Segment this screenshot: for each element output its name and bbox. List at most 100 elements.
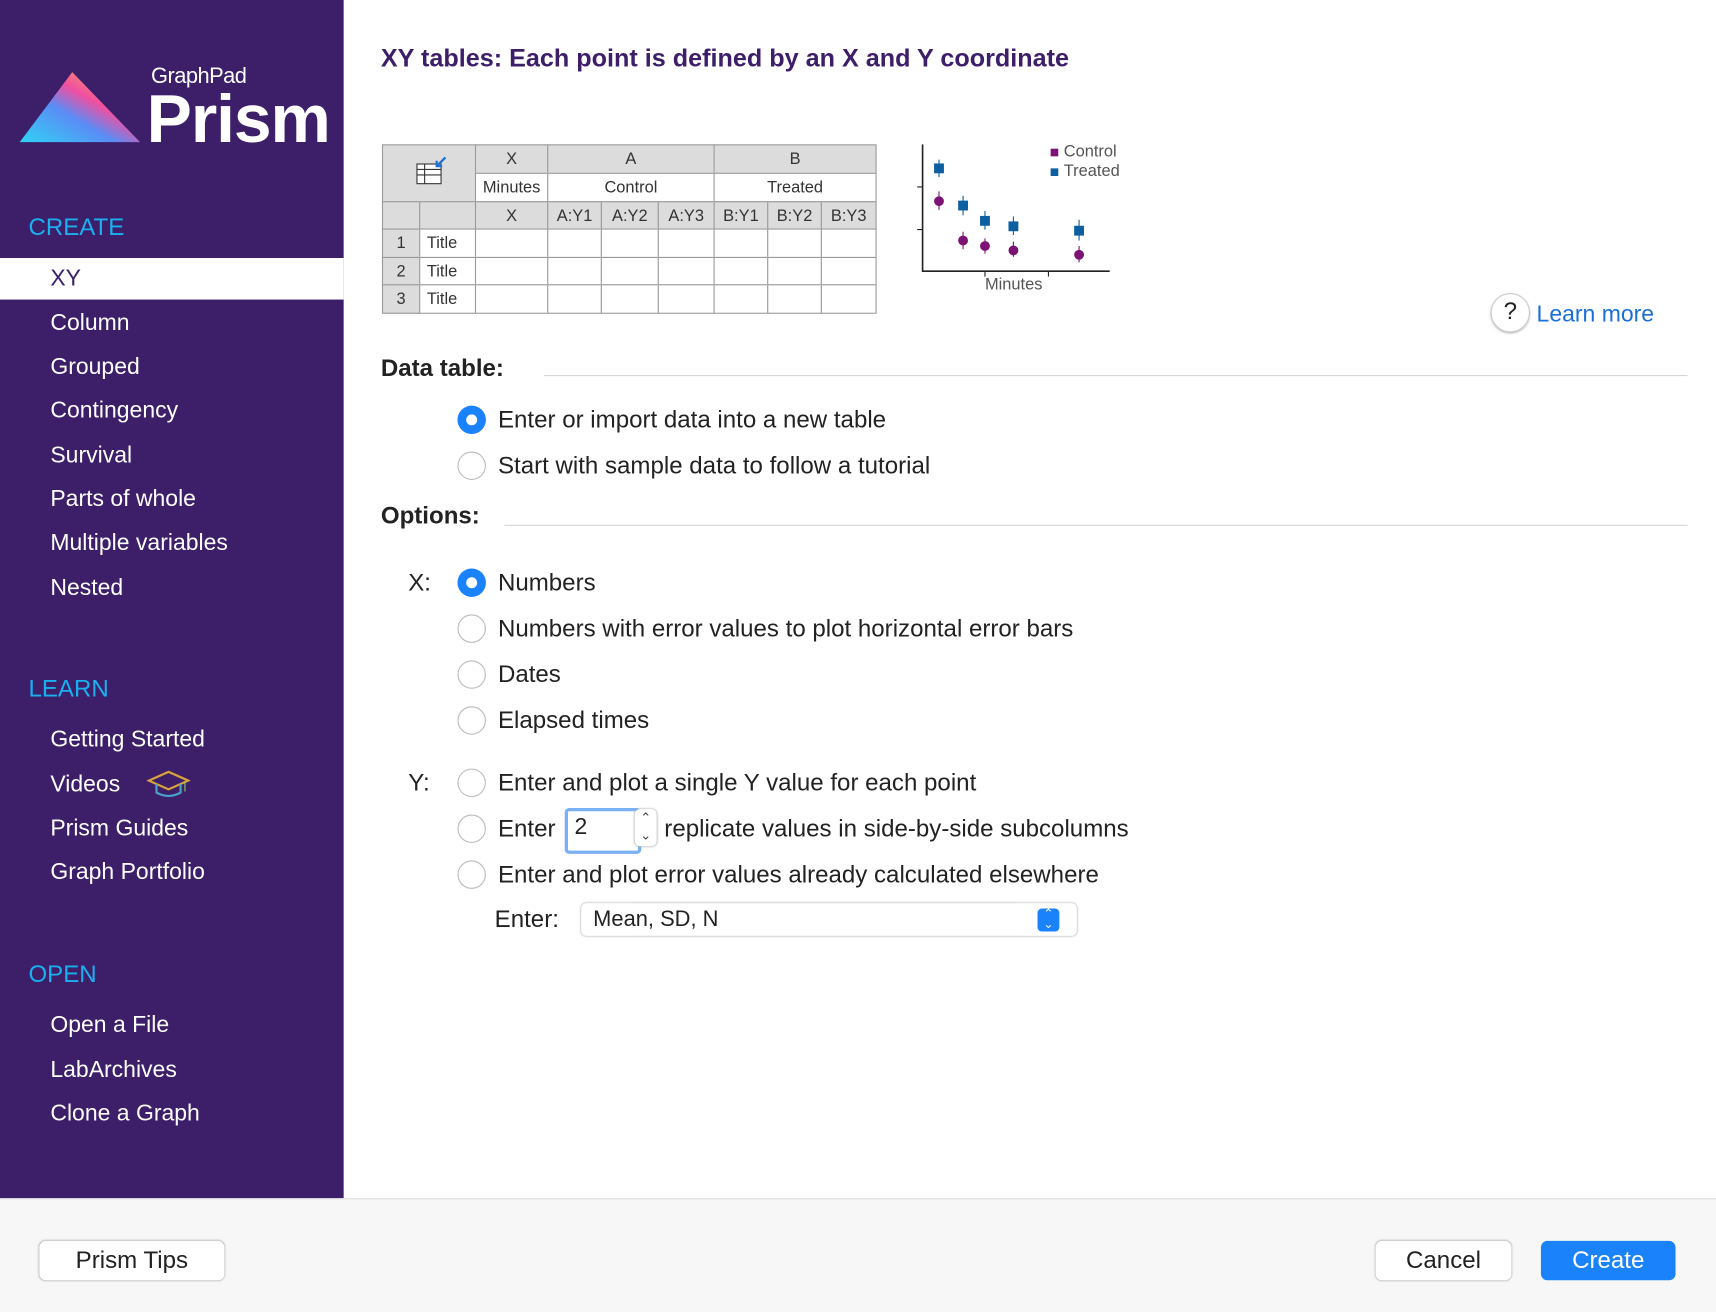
subcolumn-header: B:Y3 — [820, 201, 877, 230]
separator — [543, 375, 1688, 377]
nav-item[interactable]: Column — [50, 310, 130, 336]
nav-item[interactable]: Prism Guides — [50, 815, 189, 841]
section-heading: LEARN — [28, 674, 109, 702]
section-heading: Data table: — [380, 354, 504, 382]
group-title: Treated — [713, 172, 877, 203]
legend-entry: Control — [1063, 142, 1117, 161]
replicate-input[interactable]: 2 — [564, 807, 642, 854]
data-cell — [600, 284, 659, 314]
legend-entry: Treated — [1063, 161, 1120, 181]
data-cell — [713, 256, 769, 286]
axis-label: Y: — [408, 768, 430, 796]
section-heading: OPEN — [28, 959, 97, 988]
row-title: Title — [419, 284, 477, 314]
data-cell — [547, 284, 602, 314]
radio-label[interactable]: Numbers — [497, 568, 596, 596]
data-cell — [713, 284, 769, 314]
row-title: Title — [419, 228, 477, 259]
logo-product: Prism — [146, 81, 331, 158]
data-cell — [600, 256, 659, 286]
nav-item[interactable]: Open a File — [50, 1012, 170, 1038]
row-number: 1 — [381, 228, 421, 259]
group-header: B — [713, 144, 877, 174]
nav-item[interactable]: Grouped — [50, 354, 140, 380]
data-cell — [657, 256, 715, 286]
subcolumn-header: X — [474, 201, 549, 230]
radio[interactable] — [457, 660, 486, 689]
table-icon — [416, 156, 447, 185]
button[interactable]: Create — [1540, 1240, 1676, 1281]
data-cell — [474, 284, 549, 314]
group-header: A — [547, 144, 715, 174]
row-number: 3 — [381, 284, 421, 314]
data-cell — [657, 284, 715, 314]
nav-item[interactable]: Multiple variables — [50, 530, 228, 556]
data-cell — [600, 228, 659, 259]
radio-label[interactable]: replicate values in side-by-side subcolu… — [664, 814, 1129, 842]
data-cell — [474, 228, 549, 259]
data-cell — [547, 256, 602, 286]
subcolumn-header: A:Y2 — [600, 201, 659, 230]
radio[interactable] — [457, 860, 486, 889]
radio-dot — [466, 577, 478, 589]
sidebar — [0, 0, 344, 1199]
nav-item[interactable]: Clone a Graph — [50, 1100, 200, 1127]
select-label: Enter: — [494, 905, 559, 933]
data-cell — [767, 256, 822, 286]
button[interactable]: Cancel — [1375, 1240, 1512, 1281]
nav-item[interactable]: XY — [50, 266, 82, 292]
subcolumn-header: B:Y2 — [767, 201, 822, 230]
radio[interactable] — [457, 814, 486, 843]
data-cell — [767, 228, 822, 259]
stepper[interactable]: ⌃ ⌄ — [634, 809, 657, 847]
learn-more-link[interactable]: Learn more — [1536, 302, 1655, 328]
radio-label[interactable]: Numbers with error values to plot horizo… — [497, 614, 1074, 642]
corner-cell — [381, 201, 421, 230]
radio[interactable] — [457, 706, 486, 735]
radio-label[interactable]: Start with sample data to follow a tutor… — [497, 451, 931, 479]
radio-label[interactable]: Elapsed times — [497, 706, 650, 734]
data-cell — [547, 228, 602, 259]
nav-item[interactable]: Graph Portfolio — [50, 859, 205, 885]
data-cell — [474, 256, 549, 286]
data-cell — [657, 228, 715, 259]
row-title: Title — [419, 256, 477, 286]
logo-icon — [19, 72, 141, 143]
nav-item[interactable]: Getting Started — [50, 727, 205, 753]
button[interactable]: Prism Tips — [39, 1240, 225, 1281]
separator — [504, 524, 1688, 526]
section-heading: Options: — [380, 501, 480, 529]
nav-item[interactable]: Parts of whole — [50, 486, 196, 512]
radio-label[interactable]: Enter or import data into a new table — [497, 405, 887, 433]
nav-item[interactable]: Videos — [50, 771, 121, 797]
x-axis-label: Minutes — [984, 275, 1043, 295]
radio-label[interactable]: Enter and plot error values already calc… — [497, 860, 1099, 888]
data-cell — [713, 228, 769, 259]
help-circle[interactable]: ? — [1490, 293, 1530, 333]
radio[interactable] — [457, 768, 486, 798]
subcolumn-header: A:Y3 — [657, 201, 715, 230]
nav-item[interactable]: Survival — [50, 442, 133, 468]
page-title: XY tables: Each point is defined by an X… — [380, 43, 1070, 73]
radio-label[interactable]: Enter and plot a single Y value for each… — [497, 768, 977, 796]
radio-label[interactable]: Enter — [497, 814, 556, 842]
subcolumn-header: A:Y1 — [547, 201, 602, 230]
radio[interactable] — [457, 614, 486, 643]
data-cell — [820, 256, 877, 286]
radio-label[interactable]: Dates — [497, 660, 561, 688]
data-cell — [820, 284, 877, 314]
axis-label: X: — [408, 568, 431, 596]
subcolumn-header: B:Y1 — [713, 201, 769, 230]
radio[interactable] — [457, 451, 486, 480]
data-cell — [820, 228, 877, 259]
nav-item[interactable]: LabArchives — [50, 1056, 177, 1083]
select[interactable]: Mean, SD, N — [581, 903, 1077, 936]
preview-graph — [917, 144, 1110, 277]
section-heading: CREATE — [28, 212, 125, 241]
group-title: Minutes — [474, 172, 549, 203]
select-arrow[interactable]: ⌃ ⌄ — [1037, 908, 1060, 932]
row-number: 2 — [381, 256, 421, 286]
nav-item[interactable]: Nested — [50, 574, 124, 600]
nav-item[interactable]: Contingency — [50, 398, 179, 424]
